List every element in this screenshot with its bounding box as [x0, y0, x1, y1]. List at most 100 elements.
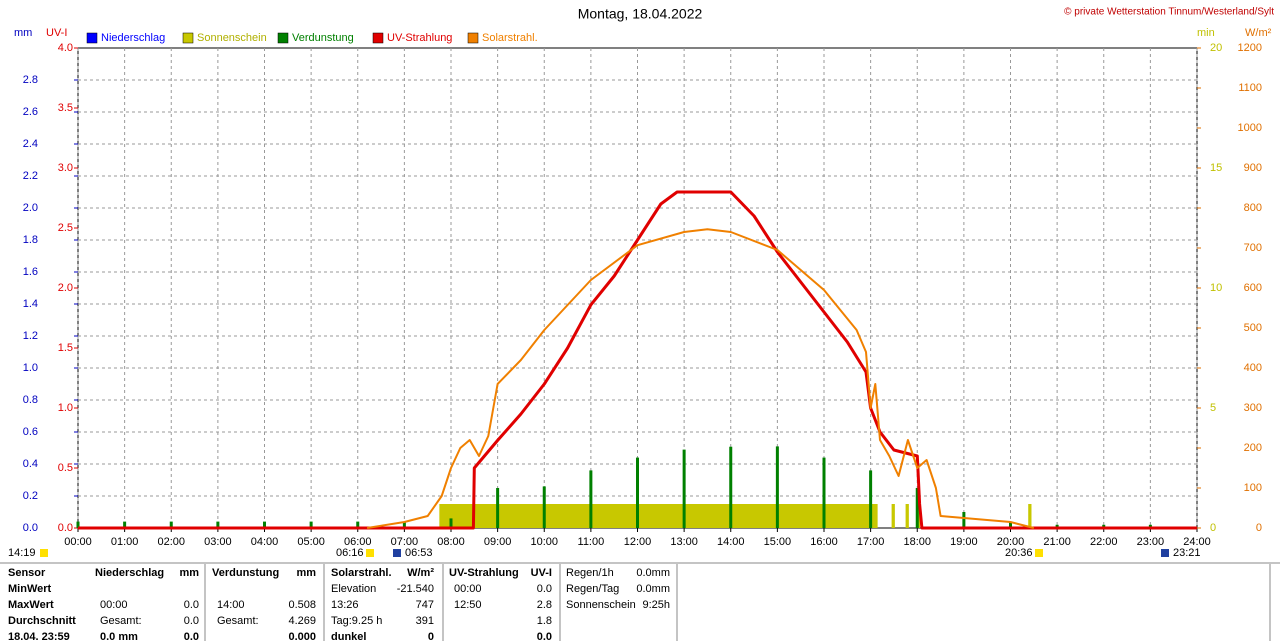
copyright: © private Wetterstation Tinnum/Westerlan… — [1064, 7, 1274, 18]
stats-cell-label: Elevation — [331, 583, 376, 595]
y-tick-label: 20 — [1210, 42, 1222, 54]
x-tick-label: 11:00 — [578, 536, 605, 548]
y-tick-label: 2.0 — [58, 282, 73, 294]
stats-cell-value: 747 — [416, 599, 434, 611]
x-tick-label: 09:00 — [484, 536, 512, 548]
y-tick-label: 10 — [1210, 282, 1222, 294]
sun-icon — [366, 549, 374, 557]
evaporation-spike — [1148, 524, 1152, 528]
y-tick-label: 0.8 — [23, 394, 38, 406]
sun-icon — [40, 549, 48, 557]
legend-swatch — [182, 32, 194, 44]
evaporation-spike — [1102, 524, 1106, 528]
stats-header: Solarstrahl. — [331, 567, 392, 579]
y-tick-label: 0 — [1256, 522, 1262, 534]
stats-extra-label: Sonnenschein — [566, 599, 636, 611]
stats-row-label: Sensor — [8, 567, 46, 579]
x-tick-label: 21:00 — [1043, 536, 1071, 548]
y-tick-label: 1.2 — [23, 330, 38, 342]
sun-time: 06:16 — [336, 547, 364, 559]
legend-swatch — [467, 32, 479, 44]
stats-cell-value: 0.508 — [288, 599, 316, 611]
stats-cell-value: 0.0 — [537, 631, 552, 641]
stats-row-label: Durchschnitt — [8, 615, 76, 627]
stats-extra-value: 0.0mm — [636, 567, 670, 579]
stats-cell-label: Gesamt: — [217, 615, 259, 627]
y-tick-label: 300 — [1244, 402, 1262, 414]
evaporation-spike — [356, 521, 360, 528]
stats-row-label: MinWert — [8, 583, 52, 595]
stats-cell-value: 391 — [416, 615, 434, 627]
x-tick-label: 15:00 — [764, 536, 792, 548]
evaporation-spike — [589, 470, 593, 528]
y-tick-label: 3.0 — [58, 162, 73, 174]
stats-row-label: MaxWert — [8, 599, 54, 611]
stats-cell-label: 14:00 — [217, 599, 245, 611]
x-tick-label: 13:00 — [670, 536, 698, 548]
x-tick-label: 12:00 — [624, 536, 652, 548]
stats-header: UV-Strahlung — [449, 567, 519, 579]
evaporation-spike — [729, 446, 733, 528]
y-tick-label: 4.0 — [58, 42, 73, 54]
x-tick-label: 01:00 — [111, 536, 139, 548]
legend-swatch — [372, 32, 384, 44]
evaporation-spike — [496, 488, 500, 528]
evaporation-spike — [402, 521, 406, 528]
y-tick-label: 0.5 — [58, 462, 73, 474]
y-tick-label: 900 — [1244, 162, 1262, 174]
stats-cell-value: 0.000 — [288, 631, 316, 641]
stats-extra-value: 0.0mm — [636, 583, 670, 595]
chart-title: Montag, 18.04.2022 — [578, 6, 703, 22]
y-tick-label: 200 — [1244, 442, 1262, 454]
sunshine-bar — [439, 504, 878, 528]
y-tick-label: 0.6 — [23, 426, 38, 438]
sunshine-bar — [1028, 504, 1032, 528]
stats-header: Verdunstung — [212, 567, 279, 579]
legend-label: Solarstrahl. — [482, 32, 538, 44]
legend-swatch — [277, 32, 289, 44]
stats-unit: mm — [179, 567, 199, 579]
stats-cell-label: Tag:9.25 h — [331, 615, 382, 627]
sun-time: 23:21 — [1173, 547, 1201, 559]
y-tick-label: 2.0 — [23, 202, 38, 214]
stats-extra-label: Regen/Tag — [566, 583, 619, 595]
y-tick-label: 5 — [1210, 402, 1216, 414]
sun-time: 20:36 — [1005, 547, 1033, 559]
x-tick-label: 22:00 — [1090, 536, 1118, 548]
stats-extra-value: 9:25h — [642, 599, 670, 611]
sunshine-bar — [905, 504, 909, 528]
x-tick-label: 16:00 — [810, 536, 838, 548]
sunshine-bar — [891, 504, 895, 528]
x-tick-label: 20:00 — [997, 536, 1025, 548]
legend-swatch — [86, 32, 98, 44]
x-tick-label: 04:00 — [251, 536, 279, 548]
stats-row-label: 18.04. 23:59 — [8, 631, 70, 641]
x-tick-label: 07:00 — [391, 536, 419, 548]
sun-time: 06:53 — [405, 547, 433, 559]
evaporation-spike — [822, 457, 826, 528]
y-tick-label: 2.4 — [23, 138, 38, 150]
x-tick-label: 14:00 — [717, 536, 745, 548]
evaporation-spike — [915, 488, 919, 528]
y-tick-label: 0.0 — [58, 522, 73, 534]
sun-icon — [393, 549, 401, 557]
axis-unit: mm — [14, 27, 32, 39]
evaporation-spike — [682, 449, 686, 528]
y-tick-label: 1200 — [1238, 42, 1262, 54]
evaporation-spike — [123, 521, 127, 528]
legend-label: UV-Strahlung — [387, 32, 452, 44]
x-tick-label: 02:00 — [157, 536, 185, 548]
stats-cell-value: 0.0 — [184, 599, 199, 611]
x-tick-label: 06:00 — [344, 536, 372, 548]
stats-cell-label: 0.0 mm — [100, 631, 138, 641]
stats-unit: mm — [296, 567, 316, 579]
x-tick-label: 19:00 — [950, 536, 978, 548]
y-tick-label: 0.2 — [23, 490, 38, 502]
axis-unit: W/m² — [1245, 27, 1272, 39]
y-tick-label: 2.2 — [23, 170, 38, 182]
y-tick-label: 2.8 — [23, 74, 38, 86]
stats-cell-value: 2.8 — [537, 599, 552, 611]
stats-header: Niederschlag — [95, 567, 164, 579]
stats-cell-value: 0.0 — [184, 615, 199, 627]
